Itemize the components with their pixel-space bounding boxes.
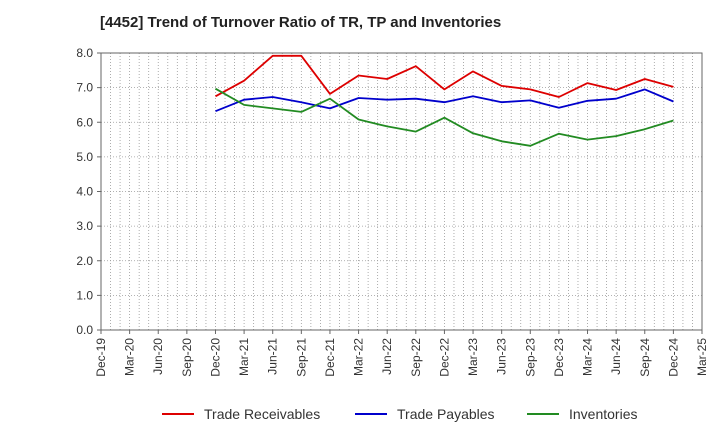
x-tick-label: Dec-24: [666, 338, 680, 377]
x-tick-label: Sep-24: [638, 338, 652, 377]
x-tick-label: Sep-21: [294, 338, 308, 377]
y-tick-label: 8.0: [76, 46, 93, 60]
y-tick-label: 1.0: [76, 288, 93, 302]
chart-title: [4452] Trend of Turnover Ratio of TR, TP…: [100, 14, 502, 31]
x-tick-label: Jun-21: [266, 338, 280, 375]
x-tick-label: Sep-20: [180, 338, 194, 377]
x-tick-label: Dec-19: [94, 338, 108, 377]
x-tick-label: Sep-22: [409, 338, 423, 377]
series-line-inventories: [215, 87, 674, 147]
legend-label-trade-receivables: Trade Receivables: [204, 406, 320, 422]
x-tick-label: Dec-23: [552, 338, 566, 377]
y-tick-label: 6.0: [76, 115, 93, 129]
x-tick-label: Jun-22: [380, 338, 394, 375]
x-tick-label: Mar-20: [123, 338, 137, 376]
x-tick-label: Mar-23: [466, 338, 480, 376]
y-tick-label: 7.0: [76, 81, 93, 95]
y-tick-label: 2.0: [76, 254, 93, 268]
x-tick-label: Dec-20: [208, 338, 222, 377]
series-line-trade-receivables: [215, 54, 674, 98]
x-tick-label: Jun-20: [151, 338, 165, 375]
x-tick-label: Mar-25: [695, 338, 709, 376]
series-line-trade-payables: [215, 88, 674, 113]
x-tick-label: Dec-22: [437, 338, 451, 377]
y-tick-label: 3.0: [76, 219, 93, 233]
legend-label-inventories: Inventories: [569, 406, 637, 422]
x-tick-label: Dec-21: [323, 338, 337, 377]
x-tick-label: Mar-21: [237, 338, 251, 376]
x-tick-label: Jun-24: [609, 338, 623, 375]
y-tick-label: 5.0: [76, 150, 93, 164]
y-tick-label: 0.0: [76, 323, 93, 337]
x-tick-label: Jun-23: [495, 338, 509, 375]
x-tick-label: Mar-22: [352, 338, 366, 376]
y-tick-label: 4.0: [76, 185, 93, 199]
x-tick-label: Sep-23: [523, 338, 537, 377]
x-tick-label: Mar-24: [581, 338, 595, 376]
legend-label-trade-payables: Trade Payables: [397, 406, 495, 422]
